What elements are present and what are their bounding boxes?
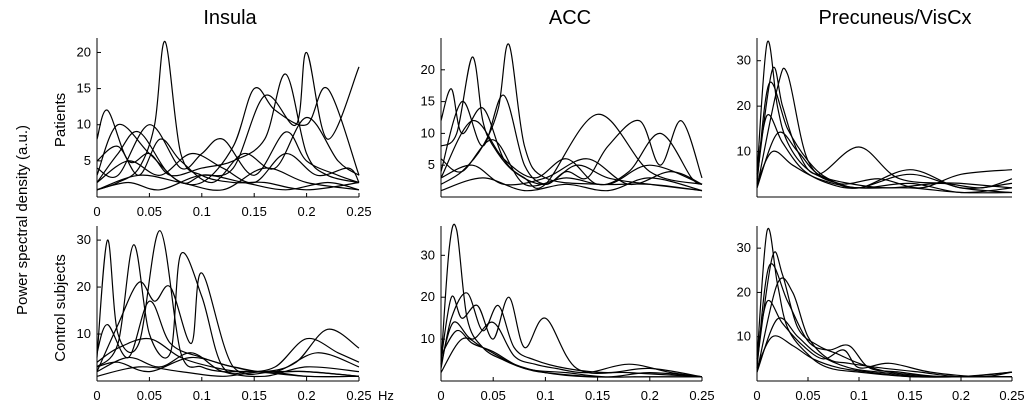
x-tick-label: 0.15	[585, 388, 610, 403]
row-label-patients: Patients	[52, 93, 69, 147]
y-tick-label: 30	[737, 240, 751, 255]
x-tick-label: 0.25	[346, 204, 371, 219]
series-line-5	[440, 120, 703, 186]
x-tick-label: 0.15	[242, 388, 267, 403]
series-line-3	[96, 51, 360, 184]
y-tick-label: 15	[421, 94, 435, 109]
x-tick-label: 0.05	[481, 388, 506, 403]
series-line-6	[756, 131, 1013, 189]
series-line-3	[440, 292, 703, 378]
series-line-4	[756, 67, 1013, 189]
x-tick-label: 0.15	[897, 388, 922, 403]
series-line-2	[756, 66, 1013, 189]
x-tick-label: 0.1	[850, 388, 868, 403]
y-tick-label: 30	[737, 53, 751, 68]
series-line-8	[440, 158, 703, 186]
row-label-control: Control subjects	[52, 254, 69, 362]
x-tick-label: 0	[93, 388, 100, 403]
x-tick-label: 0	[93, 204, 100, 219]
x-tick-label: 0	[437, 388, 444, 403]
y-tick-label: 15	[77, 81, 91, 96]
series-line-2	[96, 73, 360, 184]
panel-4: 10 20 30 0 0.05 0.1 0.15 0.2 0.25	[77, 226, 372, 403]
series-line-7	[756, 150, 1013, 194]
x-tick-label: 0.05	[795, 388, 820, 403]
x-tick-label: 0	[753, 388, 760, 403]
y-tick-label: 20	[77, 44, 91, 59]
y-tick-label: 20	[77, 279, 91, 294]
y-tick-label: 10	[77, 326, 91, 341]
x-tick-label: 0.1	[193, 388, 211, 403]
y-tick-label: 20	[421, 62, 435, 77]
column-title-acc: ACC	[549, 7, 591, 29]
x-unit-label: Hz	[378, 388, 394, 403]
series-line-8	[96, 366, 360, 378]
x-tick-label: 0.2	[641, 388, 659, 403]
x-tick-label: 0.05	[137, 204, 162, 219]
column-title-insula: Insula	[203, 7, 257, 29]
y-tick-label: 30	[421, 247, 435, 262]
series-line-7	[756, 335, 1013, 378]
series-line-5	[756, 114, 1013, 194]
x-tick-label: 0.25	[689, 388, 714, 403]
series-line-7	[440, 177, 703, 192]
y-tick-label: 10	[421, 125, 435, 140]
y-tick-label: 5	[428, 157, 435, 172]
series-line-3	[756, 263, 1013, 378]
x-tick-label: 0.15	[242, 204, 267, 219]
series-line-3	[96, 272, 360, 377]
x-tick-label: 0.2	[952, 388, 970, 403]
series-line-1	[756, 40, 1013, 194]
y-tick-label: 20	[737, 284, 751, 299]
x-tick-label: 0.05	[137, 388, 162, 403]
y-tick-label: 5	[84, 153, 91, 168]
y-tick-label: 20	[737, 98, 751, 113]
series-line-6	[440, 337, 702, 378]
x-tick-label: 0.25	[346, 388, 371, 403]
x-tick-label: 0.2	[298, 204, 316, 219]
series-line-4	[440, 321, 703, 378]
y-tick-label: 20	[421, 289, 435, 304]
series-line-9	[96, 116, 360, 184]
series-line-1	[756, 227, 1012, 378]
series-line-5	[96, 337, 360, 373]
panel-5: 10 20 30 0 0.05 0.1 0.15 0.2 0.25	[421, 223, 715, 403]
x-tick-label: 0.1	[193, 204, 211, 219]
y-tick-label: 30	[77, 232, 91, 247]
series-line-2	[756, 251, 1013, 378]
x-tick-label: 0.25	[999, 388, 1024, 403]
panel-6: 10 20 30 0 0.05 0.1 0.15 0.2 0.25	[737, 226, 1025, 403]
x-tick-label: 0.2	[298, 388, 316, 403]
series-line-5	[96, 124, 360, 184]
y-tick-label: 10	[737, 144, 751, 159]
series-line-2	[440, 295, 703, 378]
y-tick-label: 10	[77, 117, 91, 132]
panel-3: 10 20 30	[737, 38, 1013, 198]
series-line-7	[96, 352, 360, 373]
series-line-3	[440, 88, 703, 189]
panel-1: 5 10 15 20 0 0.05 0.1 0.15 0.2 0.25	[77, 38, 372, 219]
y-tick-label: 10	[737, 329, 751, 344]
series-line-4	[756, 277, 1013, 378]
series-line-6	[96, 352, 360, 378]
y-tick-label: 10	[421, 331, 435, 346]
series-line-4	[96, 86, 360, 186]
x-tick-label: 0.1	[536, 388, 554, 403]
series-line-5	[756, 299, 1013, 378]
series-line-4	[96, 300, 360, 373]
y-axis-label: Power spectral density (a.u.)	[14, 125, 31, 315]
column-title-precuneus: Precuneus/VisCx	[818, 7, 971, 29]
panel-2: 5 10 15 20	[421, 38, 703, 198]
series-line-7	[96, 174, 360, 191]
series-line-1	[440, 223, 702, 378]
series-line-6	[440, 139, 703, 187]
